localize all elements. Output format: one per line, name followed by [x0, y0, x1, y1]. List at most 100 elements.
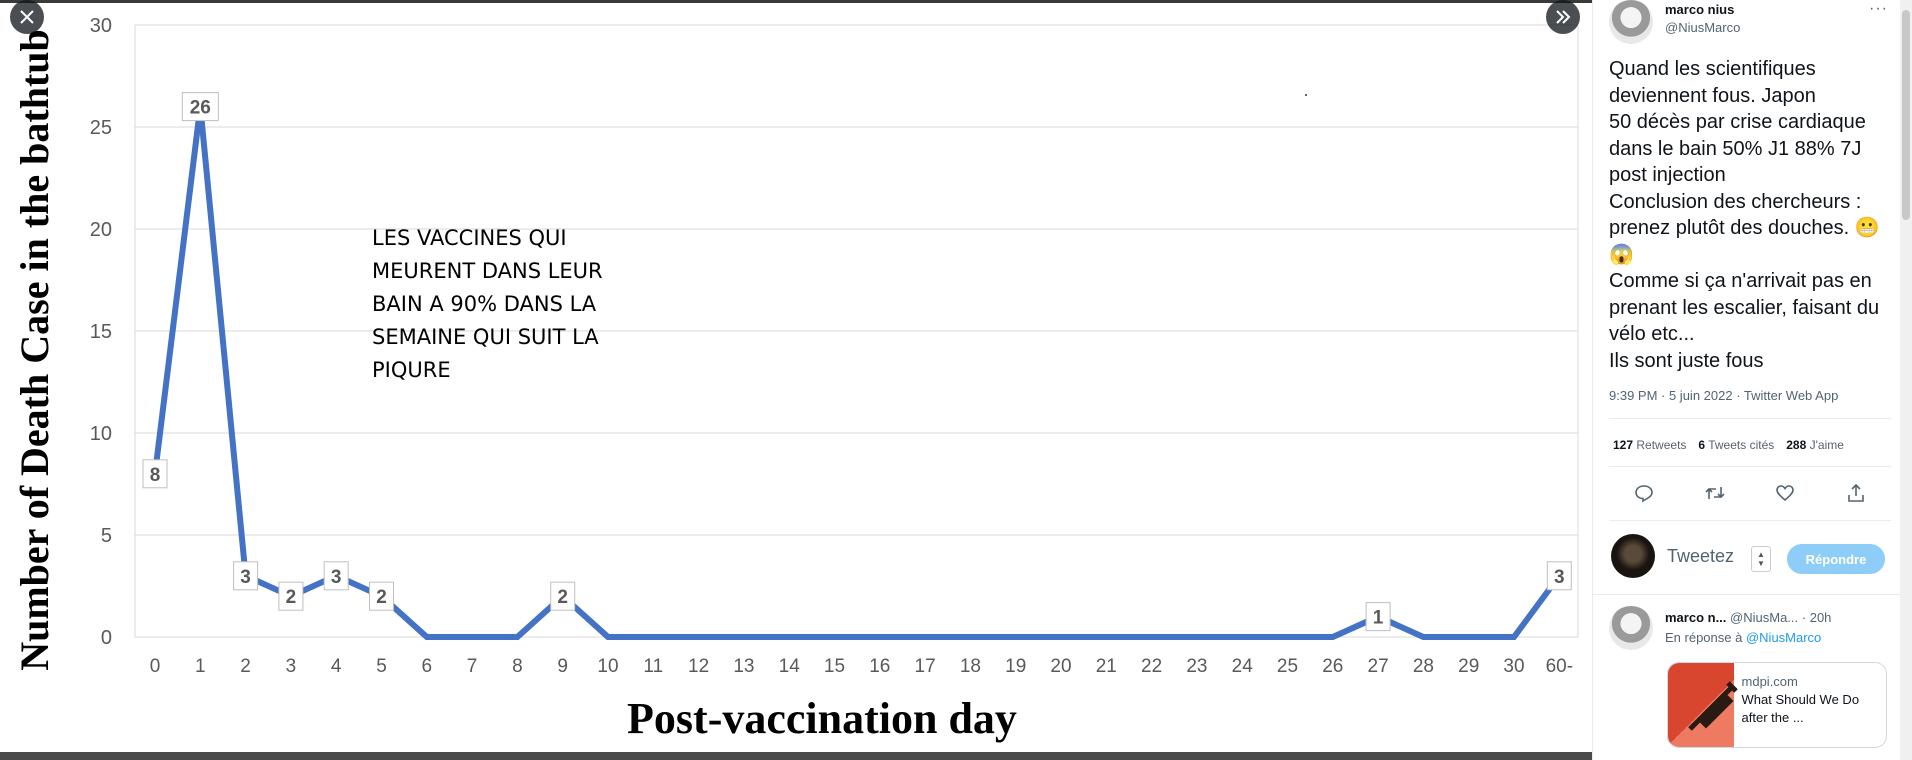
x-tick-label: 19 — [1005, 656, 1026, 677]
x-tick-label: 24 — [1232, 656, 1254, 677]
chevron-up-icon: ▲ — [1757, 550, 1765, 559]
syringe-icon — [1688, 681, 1738, 731]
svg-text:3: 3 — [331, 567, 342, 588]
x-tick-label: 1 — [195, 656, 206, 677]
svg-text:3: 3 — [1554, 567, 1565, 588]
tweet-text: Quand les scientifiques deviennent fous.… — [1609, 58, 1880, 372]
x-axis-label: Post-vaccination day — [627, 694, 1017, 743]
x-tick-label: 22 — [1141, 656, 1162, 677]
author-handle[interactable]: @NiusMarco — [1665, 20, 1741, 35]
data-label: 2 — [369, 581, 394, 611]
data-label: 1 — [1365, 602, 1391, 632]
x-tick-label: 2 — [240, 656, 251, 677]
divider — [1609, 466, 1891, 467]
stray-dot — [1305, 94, 1307, 96]
x-tick-label: 20 — [1050, 656, 1071, 677]
reply-button[interactable]: Répondre — [1787, 544, 1885, 574]
share-icon — [1847, 483, 1864, 502]
next-image-button[interactable] — [1546, 0, 1580, 34]
x-tick-label: 28 — [1413, 656, 1434, 677]
retweet-icon — [1705, 487, 1725, 499]
x-tick-label: 25 — [1277, 656, 1298, 677]
series-line — [152, 106, 1562, 640]
overlay-caption: LES VACCINES QUI MEURENT DANS LEUR BAIN … — [372, 226, 603, 382]
y-axis-label: Number of Death Case in the bathtub — [12, 29, 57, 671]
x-tick-label: 3 — [286, 656, 297, 677]
data-label: 3 — [323, 561, 349, 591]
svg-text:8: 8 — [150, 465, 161, 486]
y-tick-label: 30 — [90, 15, 112, 37]
reply-author-avatar[interactable] — [1609, 606, 1653, 650]
like-action[interactable] — [1770, 480, 1800, 506]
divider — [1609, 418, 1891, 419]
x-tick-label: 26 — [1322, 656, 1343, 677]
x-tick-label: 16 — [869, 656, 890, 677]
data-label: 3 — [233, 561, 259, 591]
x-tick-label: 18 — [960, 656, 981, 677]
double-chevron-right-icon — [1556, 10, 1571, 24]
author-avatar[interactable] — [1609, 0, 1653, 44]
author-name[interactable]: marco nius — [1665, 2, 1735, 17]
reply-input[interactable]: Tweetez — [1667, 546, 1735, 566]
scrollbar[interactable] — [1900, 0, 1912, 760]
x-tick-label: 0 — [150, 656, 161, 677]
tweet-timestamp[interactable]: 9:39 PM · 5 juin 2022 · Twitter Web App — [1609, 388, 1839, 403]
reply-author-line[interactable]: marco n... @NiusMa... · 20h — [1665, 610, 1832, 625]
divider — [1593, 594, 1901, 595]
scroll-thumb[interactable] — [1902, 10, 1910, 220]
tweet-actions — [1609, 480, 1891, 506]
link-card[interactable]: mdpi.com What Should We Do after the ... — [1667, 662, 1887, 748]
data-label: 3 — [1546, 561, 1572, 591]
retweets-stat[interactable]: 127 Retweets — [1613, 438, 1687, 452]
in-reply-to: En réponse à @NiusMarco — [1665, 630, 1822, 645]
x-tick-label: 13 — [733, 656, 754, 677]
heart-icon — [1776, 485, 1795, 502]
emoji-stepper[interactable]: ▲ ▼ — [1751, 546, 1771, 572]
y-tick-labels: 0 5 10 15 20 25 30 — [90, 15, 112, 649]
viewer-bottom-edge — [0, 752, 1592, 760]
quotes-stat[interactable]: 6 Tweets cités — [1698, 438, 1775, 452]
card-thumbnail — [1668, 663, 1738, 747]
tweet-panel: marco nius @NiusMarco ··· Quand les scie… — [1592, 0, 1912, 760]
chart-grid — [134, 24, 1579, 638]
x-tick-label: 23 — [1186, 656, 1207, 677]
y-tick-label: 15 — [90, 321, 112, 343]
y-tick-label: 20 — [90, 219, 112, 241]
svg-text:1: 1 — [1373, 608, 1384, 629]
svg-text:26: 26 — [190, 98, 211, 119]
user-avatar[interactable] — [1611, 534, 1655, 578]
x-tick-label: 17 — [915, 656, 936, 677]
data-label: 2 — [278, 581, 304, 611]
x-tick-label: 5 — [376, 656, 387, 677]
data-labels: 8 26 3 2 3 2 2 1 3 — [142, 92, 1572, 632]
y-tick-label: 10 — [90, 423, 112, 445]
svg-text:2: 2 — [286, 587, 297, 608]
x-tick-label: 60- — [1546, 656, 1573, 677]
x-tick-label: 11 — [643, 656, 663, 677]
card-domain: mdpi.com — [1741, 674, 1798, 689]
x-tick-label: 15 — [824, 656, 845, 677]
svg-text:2: 2 — [557, 587, 568, 608]
x-tick-label: 27 — [1368, 656, 1389, 677]
divider — [1609, 520, 1891, 521]
reply-action[interactable] — [1629, 480, 1659, 506]
close-button[interactable] — [10, 0, 44, 34]
viewer-top-edge — [0, 0, 1592, 3]
svg-text:3: 3 — [240, 567, 251, 588]
close-icon — [20, 10, 34, 24]
more-options-icon[interactable]: ··· — [1869, 0, 1888, 17]
in-reply-handle[interactable]: @NiusMarco — [1745, 630, 1822, 645]
data-label: 26 — [181, 92, 219, 122]
x-tick-label: 10 — [597, 656, 618, 677]
retweet-action[interactable] — [1700, 480, 1730, 506]
data-label: 8 — [142, 459, 168, 489]
likes-stat[interactable]: 288 J'aime — [1786, 438, 1844, 452]
y-tick-label: 5 — [101, 525, 112, 547]
x-tick-labels: 0 1 2 3 4 5 6 7 8 9 10 11 12 13 14 15 16 17 18 19 20 21 22 23 24… — [150, 656, 1573, 677]
data-label: 2 — [550, 581, 576, 611]
card-title: What Should We Do after the ... — [1741, 692, 1860, 725]
tweet-stats: 127 Retweets 6 Tweets cités 288 J'aime — [1613, 438, 1844, 452]
x-tick-label: 6 — [422, 656, 433, 677]
share-action[interactable] — [1841, 480, 1871, 506]
